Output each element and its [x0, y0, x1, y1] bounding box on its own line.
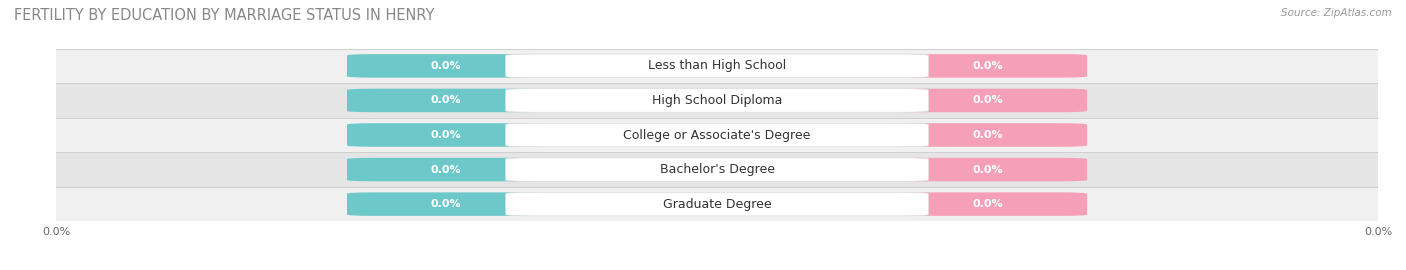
FancyBboxPatch shape: [347, 192, 546, 216]
Text: 0.0%: 0.0%: [973, 199, 1004, 209]
Text: 0.0%: 0.0%: [430, 199, 461, 209]
Text: 0.0%: 0.0%: [430, 130, 461, 140]
FancyBboxPatch shape: [56, 83, 1378, 118]
FancyBboxPatch shape: [889, 192, 1087, 216]
FancyBboxPatch shape: [56, 152, 1378, 187]
FancyBboxPatch shape: [347, 158, 546, 181]
FancyBboxPatch shape: [889, 89, 1087, 112]
Text: 0.0%: 0.0%: [430, 164, 461, 175]
Text: 0.0%: 0.0%: [430, 61, 461, 71]
FancyBboxPatch shape: [506, 158, 928, 181]
FancyBboxPatch shape: [347, 54, 546, 78]
FancyBboxPatch shape: [56, 49, 1378, 83]
Text: Graduate Degree: Graduate Degree: [662, 198, 772, 211]
FancyBboxPatch shape: [889, 123, 1087, 147]
Text: 0.0%: 0.0%: [973, 130, 1004, 140]
FancyBboxPatch shape: [506, 89, 928, 112]
Text: Bachelor's Degree: Bachelor's Degree: [659, 163, 775, 176]
FancyBboxPatch shape: [347, 123, 546, 147]
FancyBboxPatch shape: [347, 89, 546, 112]
Text: FERTILITY BY EDUCATION BY MARRIAGE STATUS IN HENRY: FERTILITY BY EDUCATION BY MARRIAGE STATU…: [14, 8, 434, 23]
FancyBboxPatch shape: [506, 54, 928, 78]
FancyBboxPatch shape: [506, 192, 928, 216]
Text: 0.0%: 0.0%: [973, 95, 1004, 106]
Text: High School Diploma: High School Diploma: [652, 94, 782, 107]
FancyBboxPatch shape: [889, 158, 1087, 181]
Text: Source: ZipAtlas.com: Source: ZipAtlas.com: [1281, 8, 1392, 18]
FancyBboxPatch shape: [56, 187, 1378, 221]
Text: Less than High School: Less than High School: [648, 59, 786, 72]
Text: 0.0%: 0.0%: [973, 164, 1004, 175]
FancyBboxPatch shape: [889, 54, 1087, 78]
FancyBboxPatch shape: [56, 118, 1378, 152]
FancyBboxPatch shape: [506, 123, 928, 147]
Text: 0.0%: 0.0%: [973, 61, 1004, 71]
Text: 0.0%: 0.0%: [430, 95, 461, 106]
Text: College or Associate's Degree: College or Associate's Degree: [623, 129, 811, 141]
